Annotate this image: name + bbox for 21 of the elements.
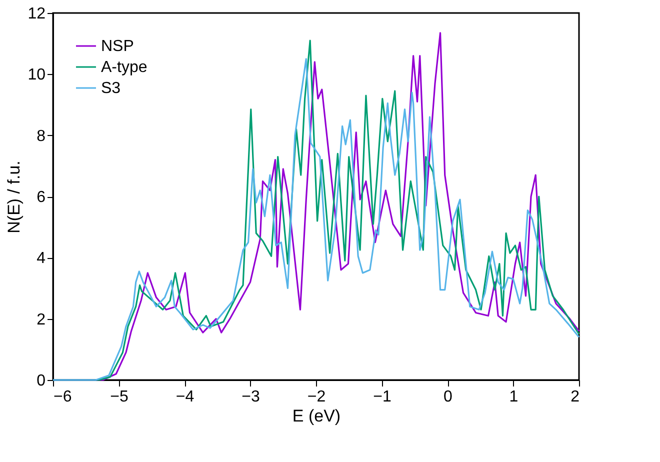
x-tick-label: −6 — [54, 388, 72, 406]
y-tick-label: 12 — [28, 6, 46, 22]
y-tick-label: 2 — [36, 311, 46, 328]
y-tick-label: 4 — [36, 250, 46, 268]
legend-label: A-type — [101, 59, 148, 76]
y-tick-label: 0 — [36, 372, 46, 390]
x-tick-label: −5 — [110, 388, 128, 406]
y-tick-label: 8 — [36, 128, 46, 145]
x-tick-label: −3 — [242, 388, 260, 406]
x-tick-label: 0 — [444, 388, 453, 406]
x-axis-title: E (eV) — [292, 406, 341, 426]
x-tick-label: 1 — [509, 388, 518, 406]
y-tick-label: 10 — [28, 66, 46, 84]
y-tick-label: 6 — [36, 189, 46, 206]
x-tick-label: −2 — [307, 388, 326, 406]
legend-label: S3 — [101, 80, 121, 97]
x-tick-label: −4 — [176, 388, 194, 406]
x-tick-label: −1 — [373, 388, 392, 406]
x-tick-label: 2 — [570, 388, 580, 406]
y-axis-title: N(E) / f.u. — [4, 160, 24, 234]
legend-label: NSP — [101, 38, 134, 55]
